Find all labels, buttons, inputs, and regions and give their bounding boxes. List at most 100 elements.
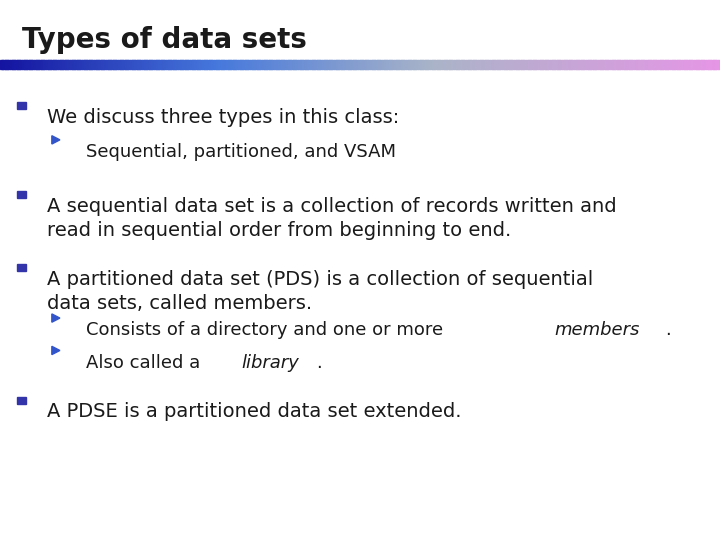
- Bar: [189, 60, 193, 69]
- Bar: [274, 60, 276, 69]
- Bar: [252, 60, 255, 69]
- Bar: [338, 60, 341, 69]
- Bar: [711, 60, 714, 69]
- Bar: [139, 60, 143, 69]
- Bar: [585, 60, 589, 69]
- Bar: [96, 60, 99, 69]
- Bar: [706, 60, 708, 69]
- Bar: [365, 60, 368, 69]
- Bar: [617, 60, 620, 69]
- Bar: [629, 60, 632, 69]
- Bar: [163, 60, 166, 69]
- Bar: [89, 60, 92, 69]
- Bar: [679, 60, 683, 69]
- Bar: [79, 60, 82, 69]
- Bar: [641, 60, 644, 69]
- Bar: [384, 60, 387, 69]
- Bar: [29, 60, 32, 69]
- Bar: [72, 60, 75, 69]
- Bar: [178, 60, 181, 69]
- Bar: [578, 60, 582, 69]
- Bar: [202, 60, 204, 69]
- Bar: [77, 60, 80, 69]
- Bar: [482, 60, 485, 69]
- Bar: [499, 60, 503, 69]
- Bar: [497, 60, 500, 69]
- Bar: [266, 60, 269, 69]
- Polygon shape: [52, 136, 60, 144]
- Bar: [540, 60, 543, 69]
- Bar: [571, 60, 575, 69]
- Bar: [468, 60, 471, 69]
- Bar: [276, 60, 279, 69]
- Bar: [610, 60, 613, 69]
- Bar: [420, 60, 423, 69]
- Bar: [509, 60, 512, 69]
- Bar: [307, 60, 310, 69]
- Bar: [17, 192, 26, 198]
- Text: members: members: [554, 321, 640, 339]
- Bar: [175, 60, 179, 69]
- Bar: [74, 60, 78, 69]
- Bar: [511, 60, 514, 69]
- Bar: [662, 60, 665, 69]
- Bar: [302, 60, 305, 69]
- Bar: [106, 60, 109, 69]
- Bar: [156, 60, 159, 69]
- Bar: [264, 60, 267, 69]
- Bar: [691, 60, 694, 69]
- Bar: [413, 60, 416, 69]
- Bar: [655, 60, 658, 69]
- Bar: [60, 60, 63, 69]
- Bar: [103, 60, 107, 69]
- Bar: [348, 60, 351, 69]
- Bar: [379, 60, 382, 69]
- Bar: [142, 60, 145, 69]
- Bar: [675, 60, 678, 69]
- Bar: [158, 60, 161, 69]
- Bar: [50, 60, 53, 69]
- Bar: [531, 60, 534, 69]
- Bar: [19, 60, 22, 69]
- Bar: [639, 60, 642, 69]
- Bar: [84, 60, 87, 69]
- Bar: [216, 60, 219, 69]
- Bar: [197, 60, 200, 69]
- Bar: [492, 60, 495, 69]
- Bar: [146, 60, 150, 69]
- Bar: [245, 60, 248, 69]
- Bar: [336, 60, 339, 69]
- Bar: [362, 60, 366, 69]
- Bar: [151, 60, 154, 69]
- Bar: [470, 60, 474, 69]
- Bar: [377, 60, 380, 69]
- Bar: [624, 60, 627, 69]
- Bar: [439, 60, 442, 69]
- Bar: [427, 60, 431, 69]
- Bar: [12, 60, 15, 69]
- Bar: [567, 60, 570, 69]
- Bar: [290, 60, 294, 69]
- Bar: [243, 60, 246, 69]
- Bar: [523, 60, 526, 69]
- Bar: [271, 60, 274, 69]
- Bar: [55, 60, 58, 69]
- Bar: [374, 60, 377, 69]
- Bar: [9, 60, 13, 69]
- Bar: [305, 60, 308, 69]
- Bar: [466, 60, 469, 69]
- Bar: [326, 60, 330, 69]
- Bar: [451, 60, 454, 69]
- Bar: [557, 60, 560, 69]
- Bar: [672, 60, 675, 69]
- Bar: [418, 60, 420, 69]
- Bar: [108, 60, 111, 69]
- Bar: [329, 60, 332, 69]
- Bar: [286, 60, 289, 69]
- Bar: [461, 60, 464, 69]
- Bar: [346, 60, 348, 69]
- Bar: [125, 60, 128, 69]
- Polygon shape: [52, 314, 60, 322]
- Bar: [693, 60, 697, 69]
- Bar: [207, 60, 210, 69]
